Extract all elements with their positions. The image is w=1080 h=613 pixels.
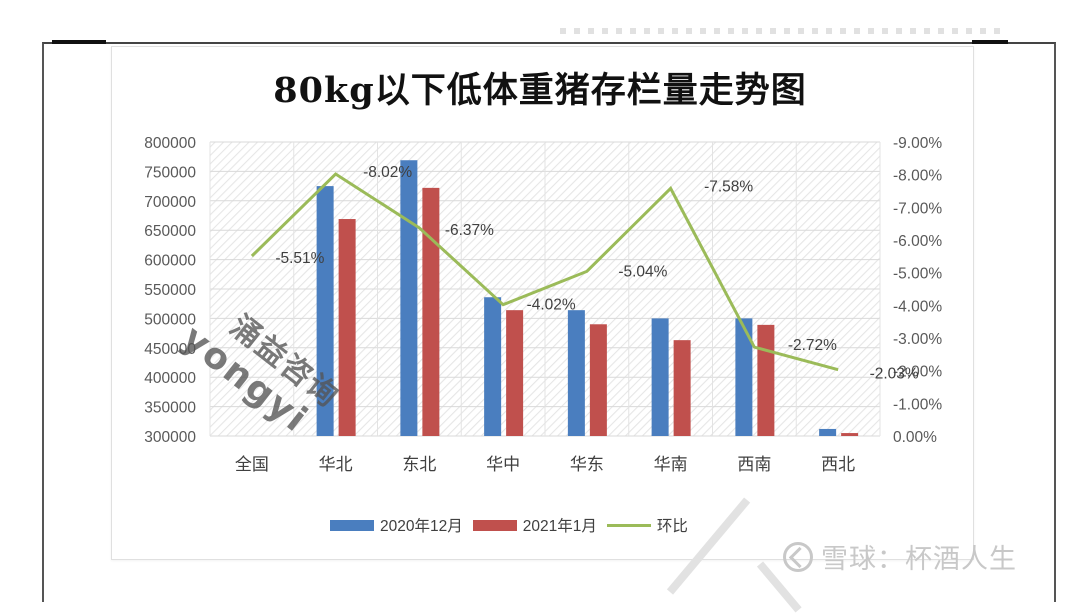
bar <box>819 428 837 436</box>
line-data-label: -2.03% <box>870 366 919 383</box>
x-tick-label: 西南 <box>737 455 771 475</box>
legend-item-dec-2020: 2020年12月 <box>330 514 463 536</box>
y2-tick-label: -3.00% <box>893 331 942 348</box>
y-tick-label: 800000 <box>144 135 196 152</box>
data-labels: -5.51% -8.02% -6.37% -4.02% -5.04% -7.58% -2.7… <box>275 164 919 383</box>
line-data-label: -4.02% <box>527 297 576 314</box>
legend-label: 环比 <box>656 518 688 535</box>
line-data-label: -5.51% <box>275 250 324 267</box>
y2-tick-label: -8.00% <box>893 168 942 185</box>
y-axis-left: 800000 750000 700000 650000 600000 550000 5000… <box>144 135 196 446</box>
y2-tick-label: -4.00% <box>893 298 942 315</box>
document-frame <box>42 42 1056 602</box>
watermark-text: 雪球：杯酒人生 <box>821 544 1017 575</box>
y2-tick-label: 0.00% <box>893 429 937 446</box>
legend-swatch-green-line <box>606 523 651 527</box>
x-tick-label: 全国 <box>235 455 269 475</box>
y-tick-label: 400000 <box>144 370 196 387</box>
legend-swatch-blue <box>330 519 374 531</box>
y-tick-label: 600000 <box>144 253 196 270</box>
bar <box>484 297 502 436</box>
x-tick-label: 东北 <box>402 455 436 475</box>
x-tick-label: 华中 <box>486 455 520 475</box>
y-tick-label: 500000 <box>144 311 196 328</box>
bar <box>338 219 356 436</box>
line-data-label: -7.58% <box>704 178 753 195</box>
legend-item-mom: 环比 <box>606 514 688 536</box>
y-tick-label: 350000 <box>144 400 196 417</box>
line-data-label: -8.02% <box>363 164 412 181</box>
bar <box>400 160 418 436</box>
bar <box>589 324 607 436</box>
y2-tick-label: -2.00% <box>893 364 942 381</box>
xueqiu-watermark: 雪球：杯酒人生 <box>783 537 1017 576</box>
y-tick-label: 650000 <box>144 223 196 240</box>
line-series <box>250 172 839 372</box>
x-tick-label: 华东 <box>570 455 604 475</box>
bar <box>506 310 524 436</box>
y2-tick-label: -9.00% <box>893 135 942 152</box>
line-data-label: -5.04% <box>618 263 667 280</box>
bar <box>651 318 669 436</box>
chart-title: 80kg以下低体重猪存栏量走势图 <box>273 70 807 111</box>
legend-label: 2021年1月 <box>522 518 597 535</box>
line-data-label: -2.72% <box>788 337 837 354</box>
legend-label: 2020年12月 <box>380 518 463 535</box>
y-tick-label: 750000 <box>144 164 196 181</box>
y2-tick-label: -5.00% <box>893 266 942 283</box>
bar <box>735 318 753 436</box>
y-tick-label: 700000 <box>144 194 196 211</box>
line-data-label: -6.37% <box>445 222 494 239</box>
bar-series <box>316 160 859 436</box>
chart-legend: 2020年12月 2021年1月 环比 <box>330 514 698 536</box>
x-tick-label: 华北 <box>319 455 353 475</box>
chart-plot: 800000 750000 700000 650000 600000 550000 5000… <box>144 135 942 475</box>
bar <box>422 187 440 436</box>
y2-tick-label: -1.00% <box>893 396 942 413</box>
y-axis-right: -9.00% -8.00% -7.00% -6.00% -5.00% -4.00% -3.0… <box>893 135 942 446</box>
legend-item-jan-2021: 2021年1月 <box>472 514 597 536</box>
y2-tick-label: -6.00% <box>893 233 942 250</box>
bar <box>757 324 775 436</box>
frame-rule <box>972 40 1008 44</box>
xueqiu-logo-icon <box>783 541 813 572</box>
x-tick-label: 华南 <box>654 455 688 475</box>
x-tick-label: 西北 <box>821 455 855 475</box>
bar <box>673 340 691 436</box>
bar <box>567 310 585 436</box>
y2-tick-label: -7.00% <box>893 200 942 217</box>
cropped-header-text <box>560 28 1000 34</box>
bar <box>316 186 334 436</box>
y-tick-label: 300000 <box>144 429 196 446</box>
bar <box>841 433 859 436</box>
y-tick-label: 450000 <box>144 341 196 358</box>
y-tick-label: 550000 <box>144 282 196 299</box>
frame-rule <box>52 40 106 44</box>
legend-swatch-red <box>472 519 517 531</box>
x-axis: 全国 华北 东北 华中 华东 华南 西南 西北 <box>235 455 855 475</box>
